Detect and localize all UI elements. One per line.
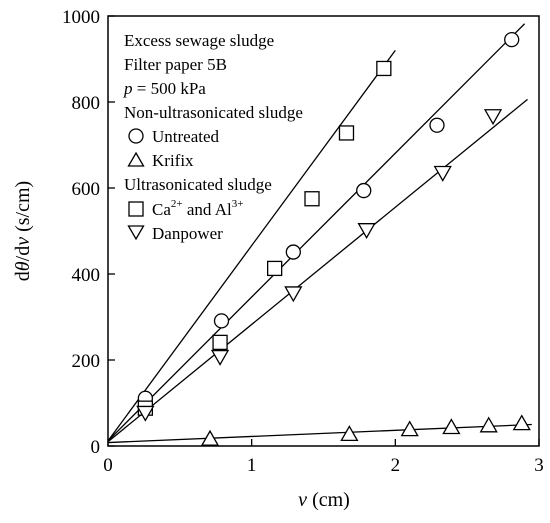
legend-group-ultrasonicated: Ultrasonicated sludge [124, 175, 272, 194]
data-point-triangle-up [512, 414, 531, 431]
fit-line-circle [107, 23, 526, 442]
legend: Excess sewage sludge Filter paper 5B p =… [123, 31, 303, 243]
legend-header-2: Filter paper 5B [124, 55, 227, 74]
legend-triangle-up-marker [127, 151, 145, 167]
data-point-circle [356, 182, 372, 199]
data-point-triangle-down [483, 109, 503, 126]
y-tick-label: 600 [72, 179, 101, 200]
legend-circle-marker [128, 128, 144, 144]
data-point-circle [213, 313, 230, 329]
x-tick-label: 1 [247, 455, 257, 476]
legend-entry-untreated: Untreated [152, 127, 220, 146]
data-point-triangle-up [400, 420, 419, 437]
data-point-triangle-down [136, 405, 155, 422]
data-point-square [338, 125, 355, 141]
data-point-triangle-up [200, 429, 220, 446]
legend-entry-ca-al: Ca2+ and Al3+ [152, 198, 243, 219]
x-axis-title: v (cm) [298, 489, 350, 511]
data-point-triangle-up [479, 416, 498, 433]
fit-line-triangle-up [107, 423, 532, 444]
data-point-triangle-up [442, 418, 461, 435]
fit-line-triangle-down [107, 98, 528, 443]
legend-entry-danpower: Danpower [152, 224, 223, 243]
data-point-square [304, 191, 320, 207]
y-tick-label: 1000 [62, 7, 100, 28]
plot-frame [107, 15, 540, 447]
legend-triangle-down-marker [127, 225, 145, 241]
legend-group-non-ultrasonicated: Non-ultrasonicated sludge [124, 103, 303, 122]
legend-pressure: p = 500 kPa [123, 79, 206, 98]
y-axis-title: dθ/dv (s/cm) [12, 181, 34, 281]
data-markers [136, 32, 531, 446]
fit-line-square [107, 50, 396, 442]
y-tick-label: 200 [72, 351, 101, 372]
data-point-circle [285, 244, 301, 260]
x-tick-label: 0 [103, 455, 113, 476]
data-point-triangle-down [357, 223, 376, 240]
fit-lines [107, 23, 532, 444]
data-point-triangle-down [210, 349, 230, 366]
y-tick-label: 800 [72, 93, 101, 114]
data-point-triangle-down [433, 165, 452, 182]
legend-header-1: Excess sewage sludge [124, 31, 274, 50]
data-point-triangle-down [284, 286, 303, 303]
axis-ticks: 0 1 2 3 0 200 400 600 800 1000 [62, 7, 544, 476]
x-tick-label: 3 [534, 455, 544, 476]
y-tick-label: 0 [91, 437, 101, 458]
y-tick-label: 400 [72, 265, 101, 286]
data-point-square [212, 334, 228, 351]
data-point-circle [504, 32, 520, 48]
data-point-square [267, 260, 283, 277]
legend-entry-krifix: Krifix [152, 151, 194, 170]
data-point-square [376, 60, 392, 77]
data-point-circle [429, 117, 445, 133]
legend-square-marker [128, 201, 144, 217]
x-tick-label: 2 [391, 455, 401, 476]
data-point-triangle-up [340, 425, 359, 442]
